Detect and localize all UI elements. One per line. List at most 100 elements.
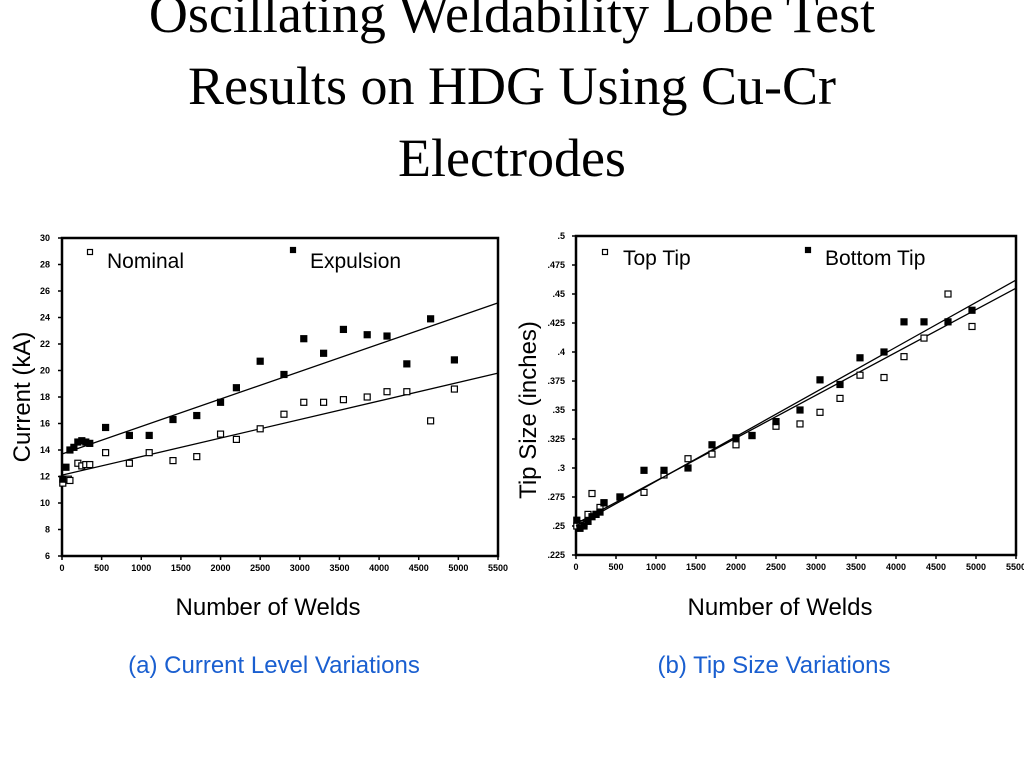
chart-b-bottom-tip-point [640,466,648,474]
chart-a-x-tick-label: 3500 [329,563,349,573]
chart-a-nominal-legend-marker [86,248,94,256]
chart-b-bottom-tip-point [596,508,604,516]
chart-a-expulsion-legend-label: Expulsion [310,250,401,273]
chart-a-y-tick-label: 28 [40,260,50,270]
chart-a-nominal-point [145,449,153,457]
chart-b-x-tick-label: 4000 [886,562,906,572]
chart-b-bottom-tip-point [708,441,716,449]
chart-b-top-tip-point [588,489,596,498]
chart-b-top-tip-legend-marker [601,248,609,256]
chart-b-x-tick-label: 2000 [726,562,746,572]
chart-b-bottom-tip-point [684,464,692,472]
chart-b-top-tip-point [816,408,824,416]
chart-a-nominal-point [403,388,411,396]
chart-b-y-tick-label: .325 [547,434,565,444]
chart-b-top-tip-point [836,394,844,402]
chart-a-y-tick-label: 8 [45,525,50,535]
chart-b-bottom-tip-point [796,406,804,414]
chart-a-nominal-legend-label: Nominal [107,250,184,273]
chart-a-expulsion-point [145,431,153,440]
chart-b-top-tip-point [968,322,976,331]
chart-b-x-tick-label: 5000 [966,562,986,572]
chart-b-bottom-tip-point [816,376,824,384]
chart-a-y-tick-label: 20 [40,366,50,376]
chart-b-top-tip-point [796,420,804,428]
chart-b-bottom-tip-point [573,516,581,524]
chart-b-y-tick-label: .5 [557,231,565,241]
chart-a-expulsion-point [450,356,458,364]
chart-a-expulsion-point [193,411,201,420]
chart-b-x-tick-label: 5500 [1006,562,1024,572]
chart-a-nominal-point [450,385,458,393]
chart-b-bottom-tip-point [836,380,844,389]
slide-title: Oscillating Weldability Lobe Test Result… [0,0,1024,194]
chart-a-y-tick-label: 6 [45,551,50,561]
chart-b-bottom-tip-point [920,318,928,326]
chart-b-top-tip-point [944,290,952,298]
chart-a-expulsion-point [59,475,67,483]
chart-a-x-tick-label: 1500 [171,563,191,573]
chart-b-bottom-tip-point [732,434,740,442]
chart-a-y-tick-label: 14 [40,445,50,455]
chart-a-nominal-point [169,457,177,465]
chart-a-expulsion-point [70,443,78,451]
chart-a-nominal-point [101,449,110,457]
chart-a-nominal-point [280,410,288,418]
chart-b-y-tick-label: .35 [552,405,565,415]
chart-b-x-tick-label: 1000 [646,562,666,572]
chart-a-nominal-point [427,417,435,425]
chart-b-top-tip-point [640,488,648,496]
chart-a-nominal-point [320,398,328,406]
chart-a-nominal-point [363,393,371,401]
chart-a-expulsion-point [383,332,391,340]
chart-a-y-tick-label: 18 [40,392,50,402]
chart-b-x-tick-label: 2500 [766,562,786,572]
chart-b-x-tick-label: 1500 [686,562,706,572]
title-line-1: Oscillating Weldability Lobe Test [148,0,876,44]
chart-a-xlabel: Number of Welds [175,594,361,621]
chart-a-y-tick-label: 30 [40,233,50,243]
chart-a-expulsion-point [169,415,177,424]
chart-a-expulsion-point [232,384,240,392]
chart-b-top-tip-point [920,334,928,342]
chart-a-nominal-point [300,398,308,406]
chart-b-y-tick-label: .25 [552,521,565,531]
title-line-2: Results on HDG Using Cu-Cr [187,56,837,116]
chart-a-expulsion-point [300,335,308,343]
chart-a-expulsion-point [363,331,371,339]
chart-b-bottom-tip-trend-line [575,279,1017,527]
chart-b-bottom-tip-point [748,431,756,440]
chart-a-expulsion-point [62,463,70,471]
chart-a-y-tick-label: 12 [40,472,50,482]
chart-a-expulsion-point [256,357,264,365]
chart-a-y-tick-label: 26 [40,286,50,296]
chart-a-expulsion-point [320,349,328,357]
chart-a-y-tick-label: 10 [40,498,50,508]
chart-b-x-tick-label: 0 [573,562,578,572]
chart-b-x-tick-label: 500 [608,562,623,572]
chart-a-expulsion-point [403,360,411,368]
chart-a-expulsion-point [427,315,435,323]
chart-b-x-tick-label: 3000 [806,562,826,572]
chart-a-x-tick-label: 1000 [131,563,151,573]
chart-a-x-tick-label: 500 [94,563,109,573]
chart-a-nominal-point [86,460,94,469]
chart-b-x-tick-label: 4500 [926,562,946,572]
chart-b-top-tip-legend-label: Top Tip [623,247,691,270]
chart-a-x-tick-label: 5000 [448,563,468,573]
chart-a-expulsion-point [125,431,133,440]
chart-a-nominal-point [216,430,225,438]
chart-a-expulsion-point [339,325,348,334]
chart-b-bottom-tip-point [900,318,908,326]
chart-a-ylabel: Current (kA) [9,332,36,463]
chart-a-nominal-point [232,435,240,443]
chart-b-y-tick-label: .4 [557,347,565,357]
chart-b-top-tip-point [880,373,888,382]
chart-a-expulsion-point [86,439,94,447]
chart-b-bottom-tip-point [944,318,952,326]
chart-b-y-tick-label: .475 [547,260,565,270]
chart-a-y-tick-label: 16 [40,419,50,429]
chart-b-top-tip-point [856,371,864,379]
chart-b-y-tick-label: .3 [557,463,565,473]
